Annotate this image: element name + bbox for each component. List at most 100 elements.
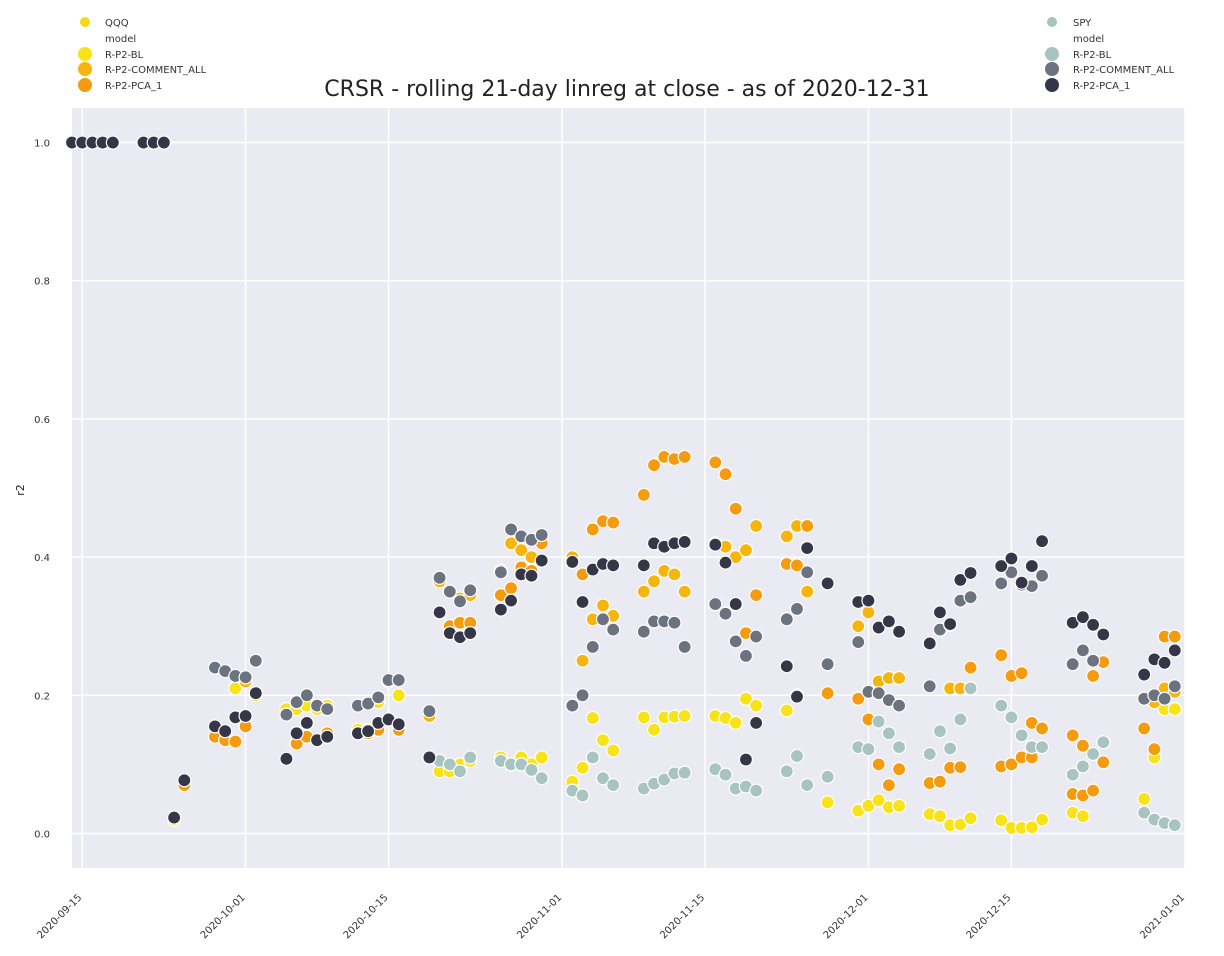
data-point [432, 570, 447, 585]
data-point [953, 712, 968, 727]
data-point [228, 734, 243, 749]
data-point [1004, 757, 1019, 772]
legend-qqq-label-comment-all: R-P2-COMMENT_ALL [105, 65, 207, 76]
data-point [361, 724, 376, 739]
data-point [851, 619, 866, 634]
y-tick-label: 0.6 [34, 415, 50, 426]
data-point [565, 698, 580, 713]
data-point [524, 568, 539, 583]
data-point [514, 543, 529, 558]
data-point [1167, 629, 1182, 644]
data-point [677, 449, 692, 465]
legend-spy-hue-title: SPY [1073, 18, 1092, 29]
x-tick-label: 2020-12-15 [965, 892, 1014, 941]
data-point [1024, 558, 1039, 574]
data-point [871, 686, 886, 701]
series-spy-r-p2-comment-all [207, 522, 1182, 722]
data-point [1086, 617, 1101, 632]
data-point [289, 695, 304, 710]
data-point [851, 691, 866, 706]
data-point [391, 717, 406, 732]
data-point [1167, 679, 1182, 694]
data-point [289, 726, 304, 741]
data-point [534, 553, 549, 568]
data-point [871, 793, 886, 808]
data-point [738, 648, 754, 663]
data-point [881, 726, 896, 741]
data-point [667, 615, 682, 630]
data-point [932, 774, 948, 789]
data-point [779, 612, 794, 627]
data-point [891, 624, 907, 639]
data-point [606, 743, 621, 758]
data-point [820, 769, 835, 784]
data-point [177, 773, 192, 788]
data-point [238, 708, 253, 724]
data-point [718, 606, 733, 621]
data-point [749, 783, 764, 798]
data-point [820, 686, 835, 701]
data-point [1034, 812, 1050, 827]
data-point [932, 724, 948, 739]
data-point [463, 583, 478, 598]
data-point [932, 809, 948, 824]
data-point [1075, 610, 1090, 625]
data-point [636, 584, 651, 599]
data-point [442, 757, 457, 772]
y-tick-label: 0.0 [34, 829, 50, 840]
data-point [606, 777, 621, 793]
data-point [871, 714, 886, 729]
data-point [1014, 575, 1029, 590]
series-spy-r-p2-bl [432, 681, 1182, 833]
y-axis-label: r2 [14, 484, 27, 496]
data-point [452, 764, 468, 779]
data-point [218, 724, 233, 739]
data-point [646, 722, 662, 737]
data-point [636, 487, 651, 503]
data-point [595, 733, 611, 748]
data-point [463, 625, 478, 641]
data-point [851, 634, 866, 650]
data-point [932, 605, 948, 620]
data-point [1086, 783, 1101, 798]
legend-spy-hue-marker [1047, 17, 1057, 27]
data-point [503, 593, 519, 608]
data-point [1075, 738, 1090, 753]
data-point [1075, 759, 1090, 774]
data-point [800, 541, 815, 556]
legend-spy-marker-pca [1045, 78, 1059, 92]
data-point [891, 798, 907, 813]
data-point [646, 458, 662, 473]
data-point [718, 467, 733, 482]
data-point [279, 751, 294, 766]
data-point [585, 710, 600, 726]
legend-qqq-size-title: model [105, 34, 136, 45]
legend-qqq-hue-title: QQQ [105, 18, 129, 29]
data-point [677, 765, 692, 780]
data-point [708, 596, 723, 612]
data-point [657, 772, 672, 787]
data-point [800, 518, 815, 534]
data-point [248, 686, 263, 701]
data-point [994, 698, 1009, 713]
x-tick-label: 2020-12-01 [822, 892, 871, 941]
data-point [994, 576, 1009, 591]
data-point [922, 679, 937, 694]
data-point [1086, 653, 1101, 668]
data-point [1147, 742, 1162, 757]
data-point [963, 660, 978, 675]
data-point [442, 584, 457, 599]
data-point [503, 522, 519, 537]
data-point [391, 688, 406, 703]
data-point [1167, 643, 1182, 658]
data-point [728, 715, 743, 731]
x-tick-label: 2020-11-01 [515, 892, 564, 941]
data-point [1004, 551, 1019, 566]
data-point [595, 598, 611, 613]
y-tick-label: 0.4 [34, 553, 50, 564]
data-point [636, 624, 651, 639]
data-point [861, 742, 876, 757]
data-point [749, 587, 764, 603]
data-point [922, 636, 937, 651]
data-point [565, 554, 580, 570]
